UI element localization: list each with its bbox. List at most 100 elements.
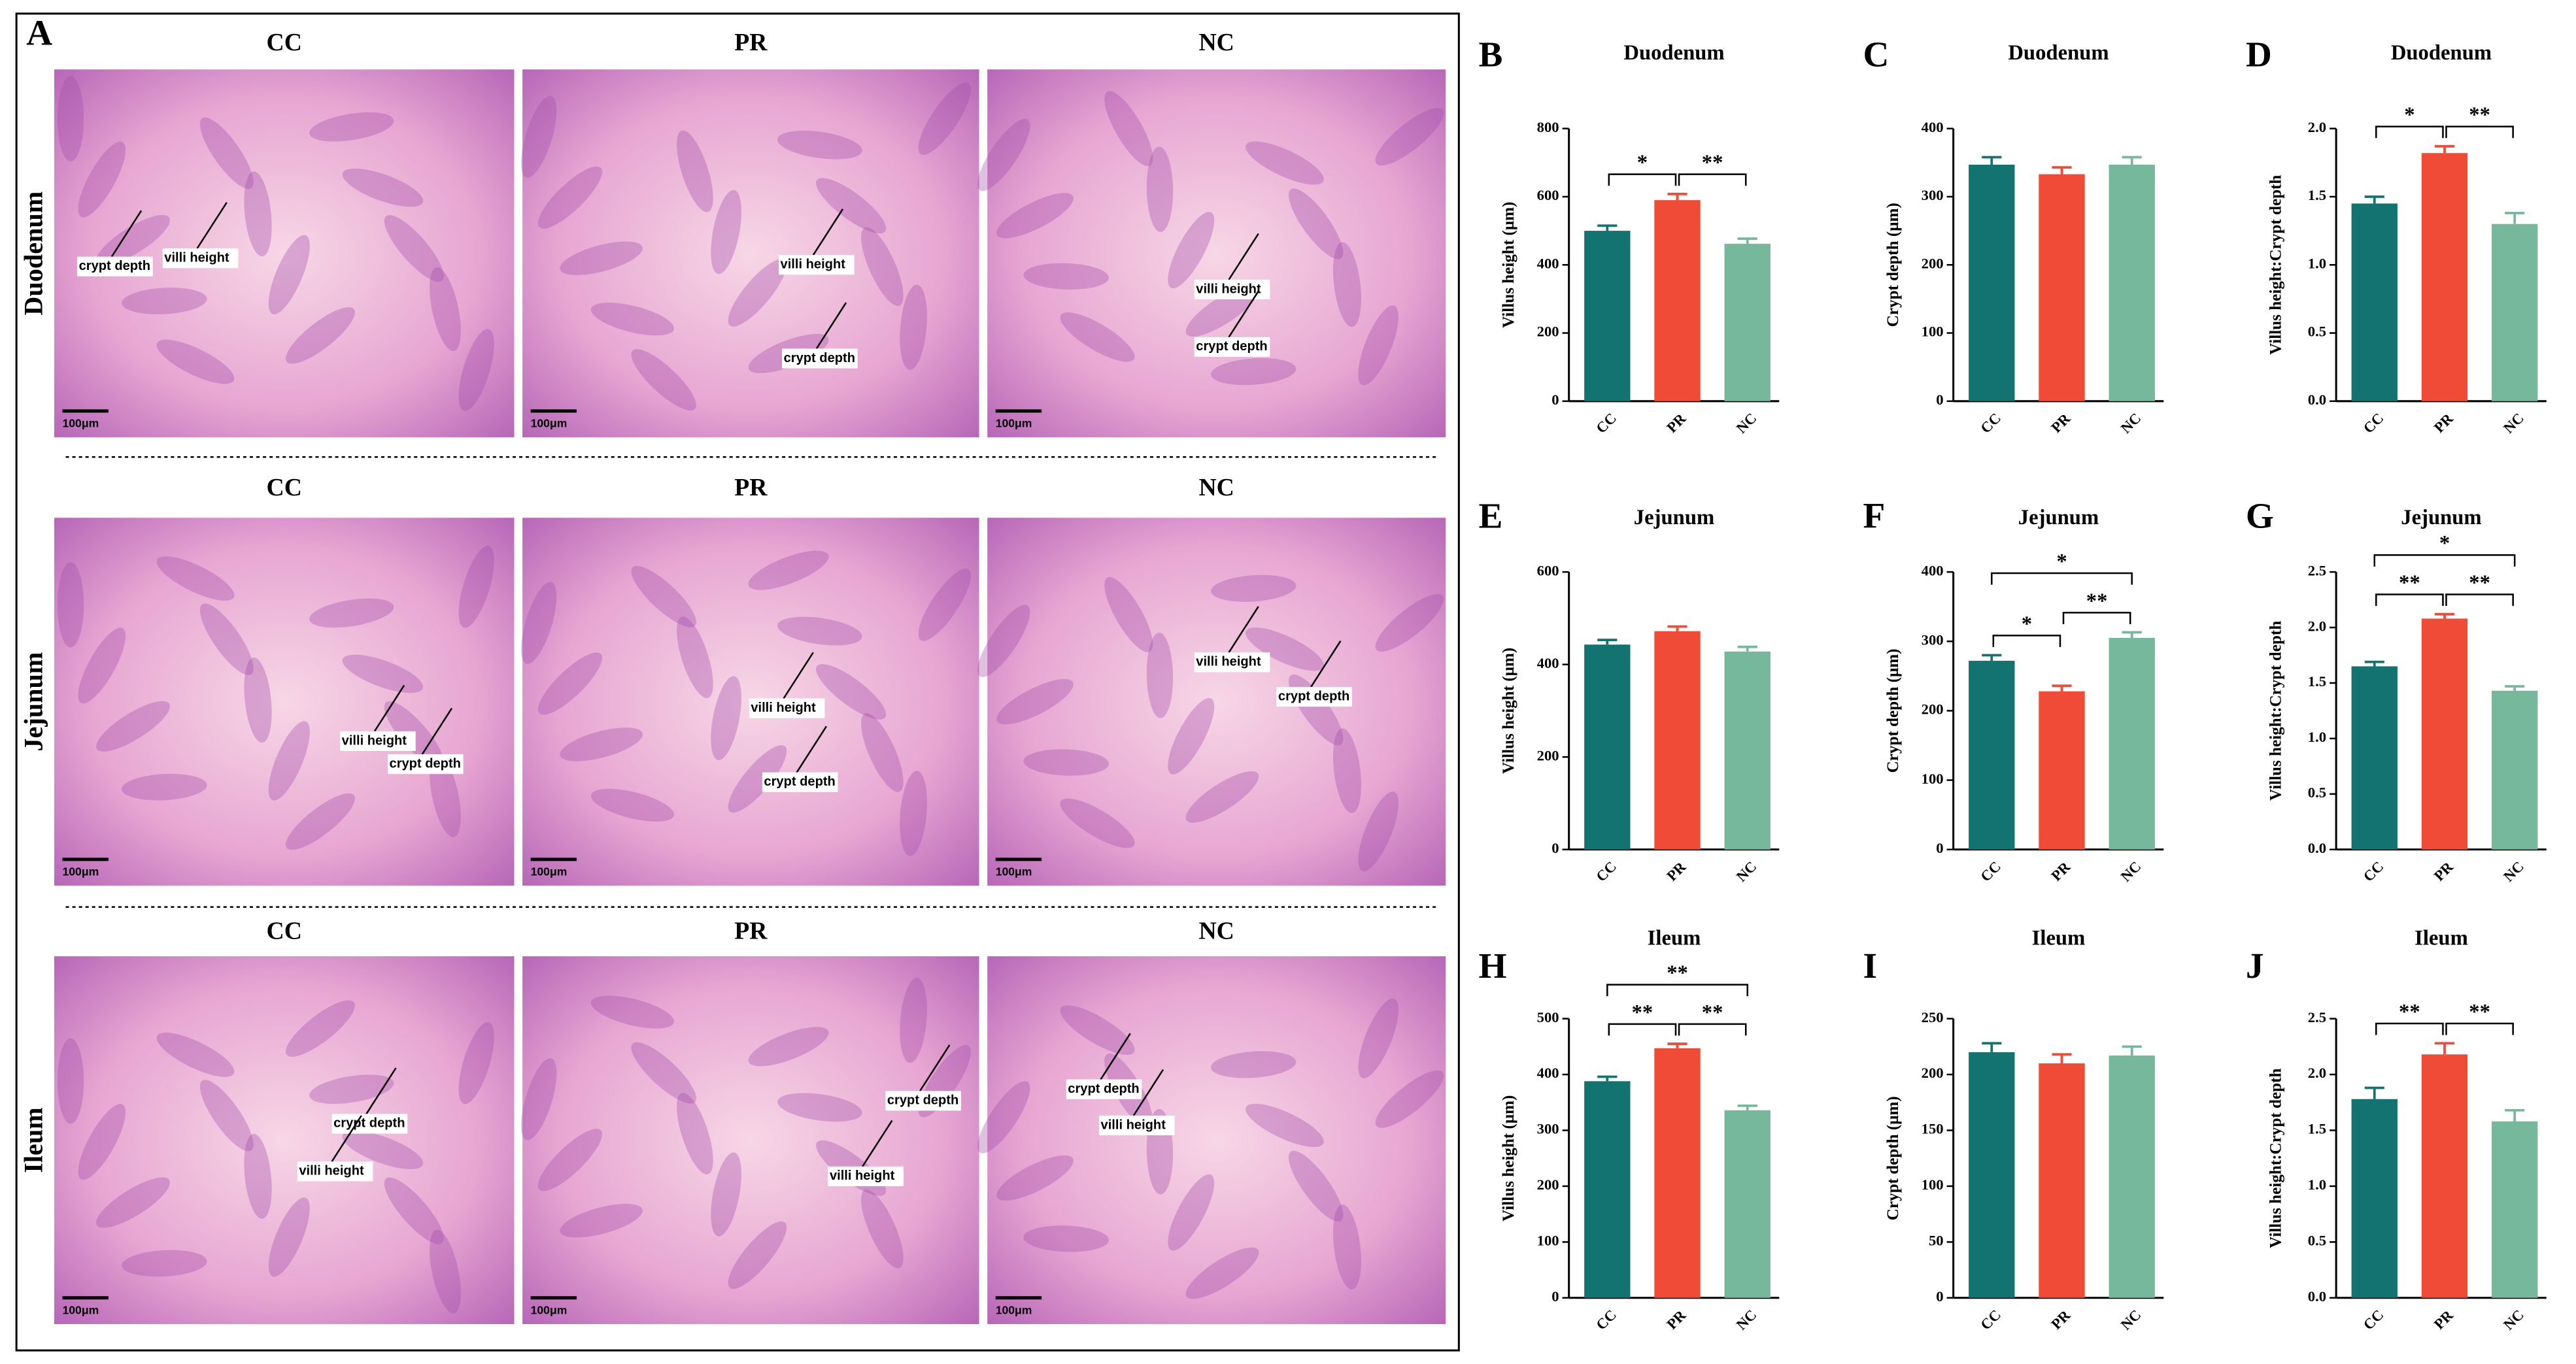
- villus-texture: [728, 745, 787, 813]
- scale-bar-label: 100μm: [62, 865, 99, 878]
- measure-line: [815, 302, 847, 350]
- villus-texture: [1375, 594, 1444, 652]
- bar: [2421, 1054, 2468, 1298]
- villus-texture: [861, 227, 904, 307]
- villus-texture: [96, 701, 170, 752]
- annotation-box: [1066, 1079, 1142, 1099]
- y-tick-label: 2.0: [2308, 119, 2326, 135]
- villus-texture: [1023, 1225, 1110, 1252]
- x-tick-label: CC: [1977, 410, 2004, 437]
- panel-label: H: [1478, 946, 1506, 986]
- column-header: NC: [1198, 918, 1234, 945]
- bar: [2109, 164, 2155, 401]
- villus-texture: [122, 1250, 207, 1277]
- y-tick-label: 0.5: [2308, 324, 2326, 340]
- x-tick-label: CC: [1977, 858, 2004, 885]
- bar: [2492, 224, 2538, 401]
- error-bar: [2505, 1108, 2525, 1122]
- x-tick-label: CC: [1593, 858, 1619, 885]
- villus-texture: [1358, 305, 1398, 386]
- y-tick-label: 0: [1551, 840, 1559, 856]
- error-bar: [1737, 1105, 1757, 1110]
- y-axis-label: Villus height (μm): [1500, 648, 1517, 774]
- annotation: villi height: [299, 1164, 364, 1178]
- histology-image: [54, 69, 515, 438]
- annotation: villi height: [1196, 282, 1261, 296]
- annotation-box: [1099, 1115, 1175, 1136]
- villus-texture: [1211, 358, 1296, 386]
- villus-texture: [560, 727, 643, 761]
- villus-texture: [342, 168, 424, 207]
- x-tick-label: NC: [2500, 858, 2527, 885]
- villus-texture: [199, 117, 254, 190]
- panel-label: C: [1863, 34, 1889, 74]
- chart-title: Ileum: [2415, 927, 2468, 950]
- row-label: Duodenum: [18, 191, 48, 316]
- villus-texture: [1358, 998, 1398, 1078]
- villus-texture: [590, 303, 674, 336]
- x-tick-label: NC: [2118, 858, 2144, 885]
- error-bar: [1667, 1042, 1687, 1048]
- bar: [1724, 1110, 1771, 1298]
- x-tick-label: PR: [2431, 1306, 2456, 1332]
- villus-texture: [521, 95, 557, 178]
- panel-label: I: [1863, 946, 1877, 986]
- y-tick-label: 1.0: [2308, 729, 2326, 745]
- villus-texture: [1332, 1204, 1361, 1289]
- row-label: Jejunum: [18, 652, 48, 752]
- annotation: crypt depth: [390, 756, 461, 771]
- bar: [2421, 153, 2468, 401]
- y-tick-label: 600: [1537, 187, 1559, 203]
- y-tick-label: 400: [1537, 255, 1559, 271]
- y-tick-label: 0.5: [2308, 1233, 2326, 1249]
- villus-texture: [458, 329, 494, 411]
- y-axis-label: Villus height (μm): [1500, 202, 1517, 328]
- villus-texture: [309, 1074, 394, 1104]
- villus-texture: [1375, 1070, 1444, 1128]
- bar: [2492, 1121, 2538, 1298]
- bar: [1969, 164, 2015, 401]
- villus-texture: [521, 582, 557, 664]
- villus-texture: [1060, 312, 1135, 362]
- annotation: crypt depth: [1068, 1082, 1139, 1096]
- measure-line: [862, 1120, 893, 1167]
- y-tick-label: 250: [1922, 1009, 1944, 1025]
- villus-texture: [1104, 577, 1153, 652]
- villus-texture: [199, 603, 254, 675]
- chart-title: Ileum: [2032, 927, 2086, 950]
- y-tick-label: 0: [1936, 1288, 1943, 1305]
- error-bar: [2122, 631, 2142, 639]
- villus-texture: [1060, 1005, 1135, 1056]
- significance-bracket: [2445, 1022, 2514, 1035]
- y-tick-label: 300: [1537, 1121, 1559, 1137]
- annotation: villi height: [751, 701, 816, 715]
- x-tick-label: PR: [1663, 410, 1689, 435]
- villus-texture: [560, 241, 643, 275]
- villus-texture: [384, 215, 444, 282]
- villus-texture: [537, 1129, 602, 1191]
- measure-line: [1228, 233, 1259, 280]
- villus-texture: [384, 1177, 444, 1244]
- panel-label: B: [1478, 34, 1502, 74]
- annotation: crypt depth: [784, 351, 855, 365]
- villus-texture: [900, 771, 927, 856]
- villus-texture: [537, 166, 602, 229]
- annotation-box: [782, 348, 858, 369]
- error-bar: [2364, 195, 2384, 204]
- annotation: villi height: [1196, 655, 1261, 669]
- villus-texture: [590, 788, 674, 822]
- villus-texture: [677, 1093, 713, 1174]
- scale-bar-label: 100μm: [996, 865, 1032, 878]
- y-tick-label: 200: [1922, 1065, 1944, 1081]
- villus-texture: [244, 1133, 272, 1219]
- villus-texture: [861, 713, 904, 792]
- bar: [1584, 231, 1631, 401]
- villus-texture: [1289, 188, 1344, 259]
- chart-title: Duodenum: [2391, 41, 2492, 65]
- y-tick-label: 100: [1922, 1176, 1944, 1193]
- villus-texture: [748, 1027, 829, 1067]
- villus-texture: [458, 546, 494, 628]
- annotation-box: [749, 698, 825, 718]
- bar: [2039, 174, 2085, 401]
